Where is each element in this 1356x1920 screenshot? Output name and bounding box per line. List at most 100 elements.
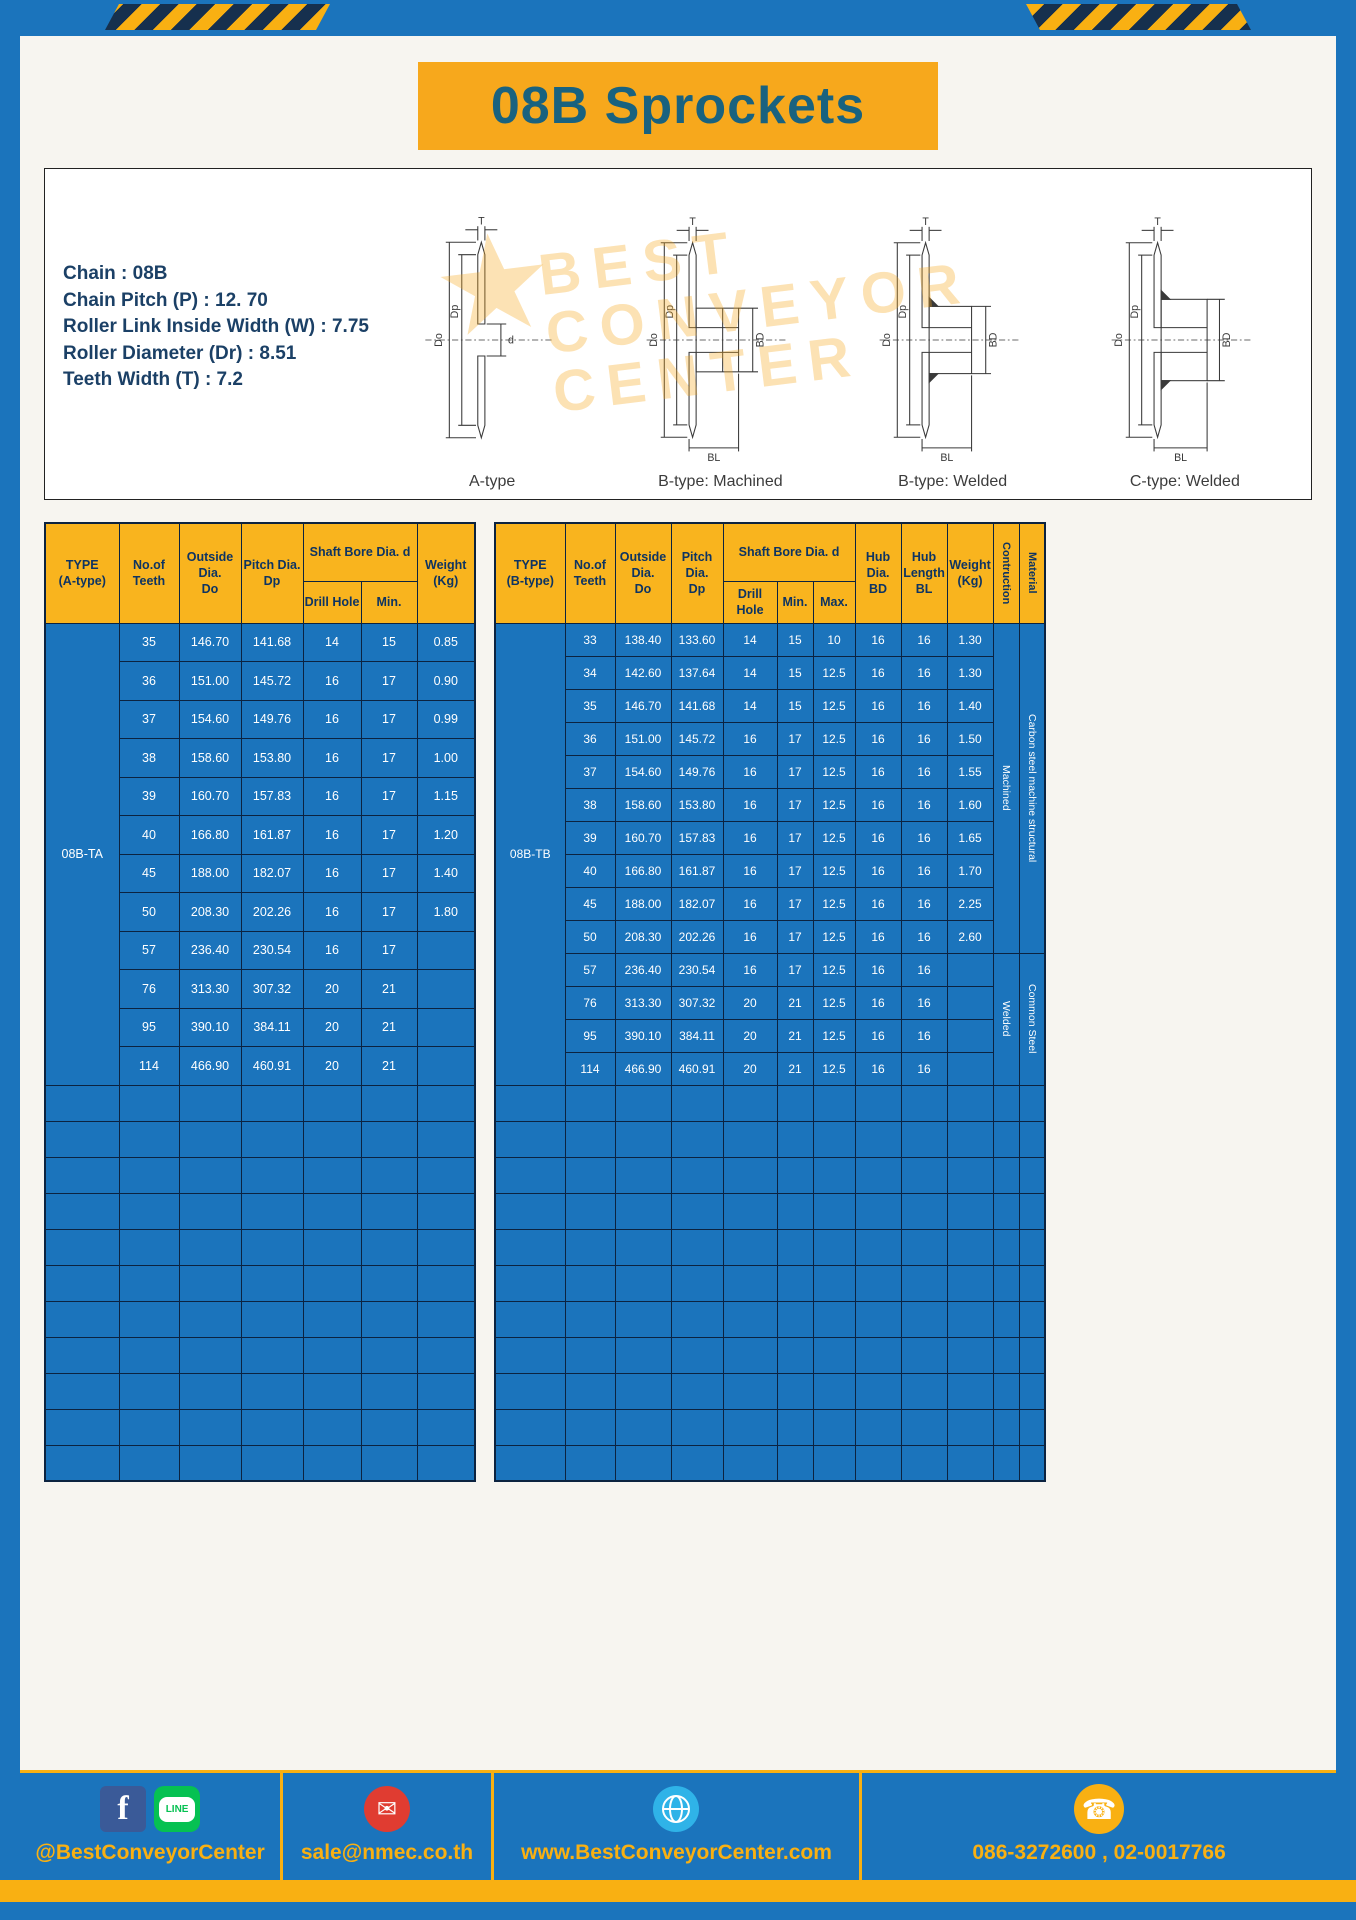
a-teeth: 114: [118, 1046, 180, 1086]
caption-b-machined: B-type: Machined: [658, 473, 783, 490]
b-dp: 230.54: [670, 952, 724, 987]
a-teeth: 76: [118, 969, 180, 1009]
a-wt: [416, 930, 476, 970]
table-row: 45 188.00 182.07 16 17 1.40: [45, 853, 476, 893]
a-drill: 16: [302, 892, 362, 932]
b-bl: 16: [900, 853, 948, 888]
table-b-body: 08B-TB 33 138.40 133.60 14 15 10 16 16 1.30 Machin…: [494, 622, 1046, 1086]
a-min: 17: [360, 930, 418, 970]
b-bd: 16: [854, 952, 902, 987]
h-min: Min.: [360, 580, 418, 624]
b-bl: 16: [900, 754, 948, 789]
h-drill-hole: Drill Hole: [722, 580, 778, 624]
b-min: 15: [776, 655, 814, 690]
dim-d-label: d: [508, 335, 514, 347]
b-max: 12.5: [812, 985, 856, 1020]
table-row: 57 236.40 230.54 16 17 12.5 16 16 Welded Common S…: [495, 952, 1046, 1086]
empty-row: [44, 1156, 476, 1194]
b-dp: 307.32: [670, 985, 724, 1020]
b-max: 12.5: [812, 1018, 856, 1053]
a-drill: 16: [302, 815, 362, 855]
a-wt: 0.99: [416, 699, 476, 739]
empty-row: [494, 1372, 1046, 1410]
a-teeth: 36: [118, 661, 180, 701]
a-wt: 0.90: [416, 661, 476, 701]
footer-email-section: ✉ sale@nmec.co.th: [283, 1773, 494, 1880]
a-min: 17: [360, 815, 418, 855]
dim-do-label: Do: [1113, 333, 1125, 347]
h-teeth: No.of Teeth: [564, 522, 616, 624]
b-bl: 16: [900, 1018, 948, 1053]
h-shaft-bore: Shaft Bore Dia. d: [722, 522, 856, 582]
b-do: 466.90: [614, 1051, 672, 1086]
email-icon: ✉: [363, 1786, 410, 1832]
b-wt: 1.70: [946, 853, 994, 888]
empty-row: [44, 1084, 476, 1122]
empty-row: [44, 1192, 476, 1230]
a-teeth: 57: [118, 930, 180, 970]
b-max: 12.5: [812, 721, 856, 756]
a-wt: 1.40: [416, 853, 476, 893]
title-banner: 08B Sprockets: [418, 62, 938, 150]
diagram-a-type: T Do Dp d A-type: [412, 214, 572, 491]
b-min: 21: [776, 985, 814, 1020]
page-title: 08B Sprockets: [490, 77, 866, 135]
spec-roller-link-width: Roller Link Inside Width (W) : 7.75: [63, 316, 369, 338]
b-teeth: 38: [564, 787, 616, 822]
empty-row: [494, 1156, 1046, 1194]
empty-row: [494, 1228, 1046, 1266]
a-do: 313.30: [178, 969, 242, 1009]
a-min: 17: [360, 853, 418, 893]
b-drill: 16: [722, 787, 778, 822]
type-cell-a: 08B-TA: [44, 622, 120, 1086]
b-drill: 14: [722, 622, 778, 657]
b-dp: 202.26: [670, 919, 724, 954]
b-wt: 1.40: [946, 688, 994, 723]
b-bl: 16: [900, 622, 948, 657]
b-teeth: 33: [564, 622, 616, 657]
b-drill: 14: [722, 655, 778, 690]
table-row: 50 208.30 202.26 16 17 12.5 16 16 2.60: [495, 919, 1045, 954]
dim-bd-label: BD: [1221, 332, 1233, 347]
b-bl: 16: [900, 688, 948, 723]
empty-row: [44, 1300, 476, 1338]
b-do: 138.40: [614, 622, 672, 657]
b-bd: 16: [854, 721, 902, 756]
b-do: 188.00: [614, 886, 672, 921]
a-do: 466.90: [178, 1046, 242, 1086]
spec-diagram-panel: Chain : 08B Chain Pitch (P) : 12. 70 Rol…: [44, 168, 1312, 500]
b-do: 158.60: [614, 787, 672, 822]
b-bl: 16: [900, 919, 948, 954]
a-teeth: 45: [118, 853, 180, 893]
b-drill: 20: [722, 1051, 778, 1086]
dim-bd-label: BD: [755, 332, 767, 347]
a-wt: 1.00: [416, 738, 476, 778]
b-max: 12.5: [812, 952, 856, 987]
b-bd: 16: [854, 820, 902, 855]
b-bd: 16: [854, 754, 902, 789]
a-min: 17: [360, 892, 418, 932]
b-bd: 16: [854, 1018, 902, 1053]
table-row: 08B-TB 33 138.40 133.60 14 15 10 16 16 1.30 Machin…: [494, 622, 1046, 1086]
facebook-handle: @BestConveyorCenter: [35, 1841, 265, 1864]
footer-social-section: f LINE @BestConveyorCenter: [20, 1773, 284, 1880]
a-dp: 460.91: [240, 1046, 304, 1086]
b-teeth: 50: [564, 919, 616, 954]
caption-a-type: A-type: [469, 473, 516, 490]
h-shaft-bore: Shaft Bore Dia. d: [302, 522, 418, 582]
a-do: 158.60: [178, 738, 242, 778]
b-min: 17: [776, 787, 814, 822]
b-max: 12.5: [812, 754, 856, 789]
table-row: 114 466.90 460.91 20 21: [45, 1046, 476, 1086]
table-row: 37 154.60 149.76 16 17 0.99: [45, 699, 476, 739]
b-wt: 1.55: [946, 754, 994, 789]
a-min: 17: [360, 699, 418, 739]
a-drill: 16: [302, 661, 362, 701]
dim-t-label: T: [478, 215, 485, 227]
b-wt: 2.60: [946, 919, 994, 954]
dim-dp-label: Dp: [665, 305, 677, 319]
a-wt: 1.15: [416, 776, 476, 816]
b-bd: 16: [854, 886, 902, 921]
b-drill: 20: [722, 985, 778, 1020]
b-dp: 141.68: [670, 688, 724, 723]
